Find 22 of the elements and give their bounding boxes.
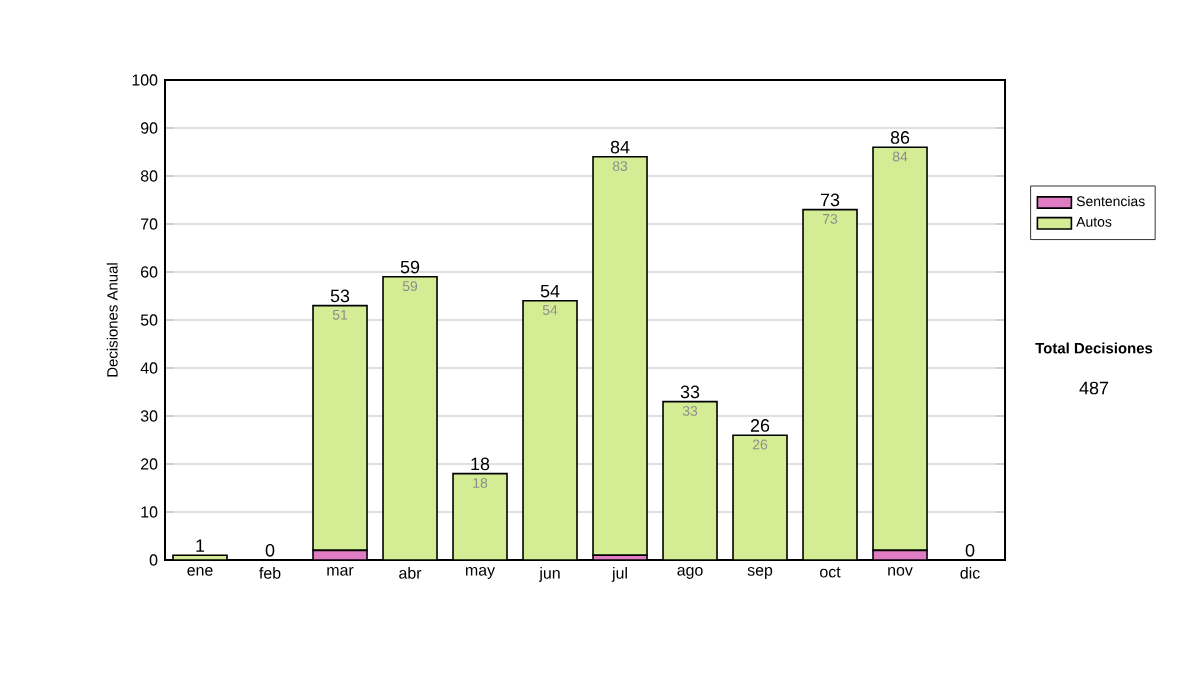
bar <box>803 209 858 560</box>
total-label: 33 <box>680 385 700 399</box>
total-label: 59 <box>400 260 420 274</box>
bar <box>312 304 368 552</box>
bar <box>733 435 788 560</box>
total-label: 84 <box>610 140 630 154</box>
bar <box>872 146 928 552</box>
bar <box>453 473 508 560</box>
total-label: 18 <box>471 457 490 471</box>
total-label: 73 <box>820 193 840 207</box>
text: 487 <box>1079 381 1109 395</box>
total-label: 54 <box>540 284 560 298</box>
total-label: 26 <box>750 419 770 432</box>
total-label: 1 <box>196 539 205 552</box>
total-label: 86 <box>890 131 910 144</box>
total-label: 0 <box>965 543 975 557</box>
bar <box>592 156 648 556</box>
total-label: 53 <box>330 289 350 303</box>
bar <box>383 276 438 560</box>
bar <box>523 300 578 560</box>
bar <box>663 401 718 560</box>
total-label: 0 <box>265 543 275 557</box>
